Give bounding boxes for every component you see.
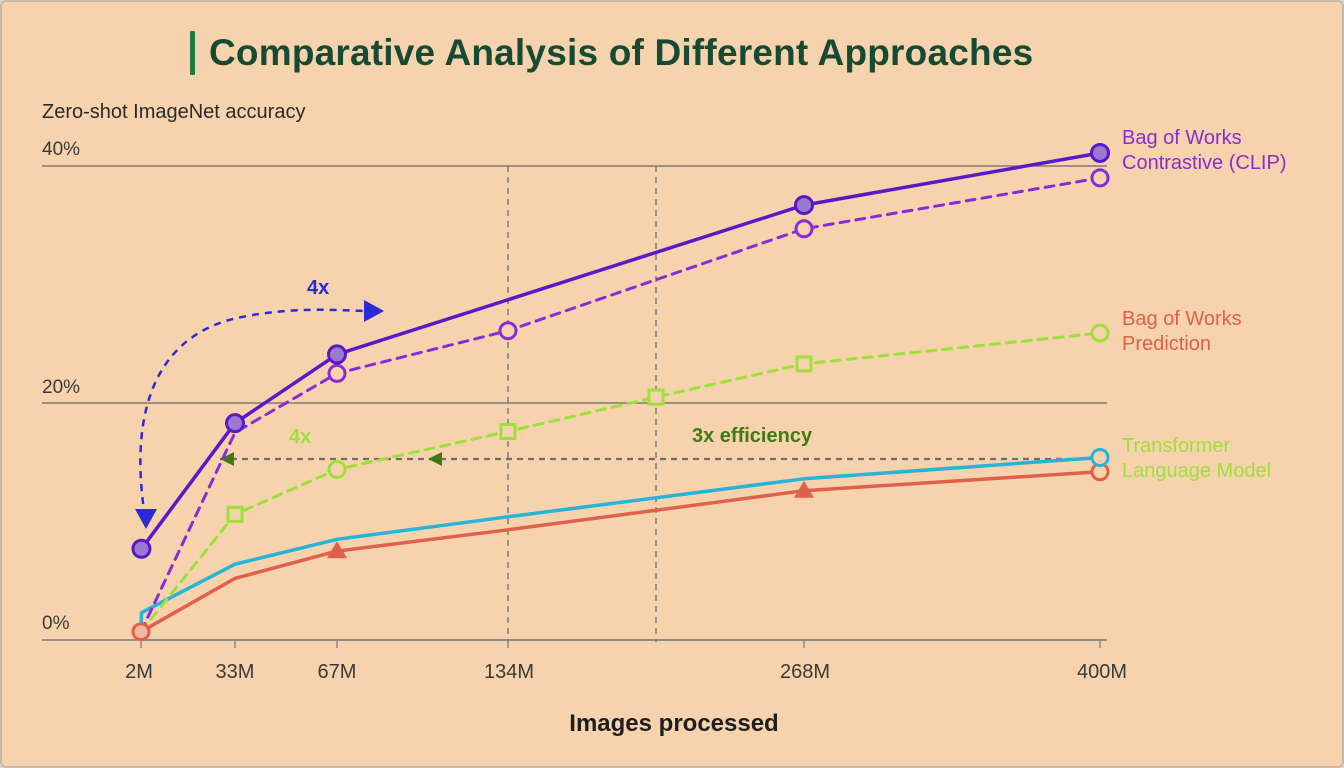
x-tick-label: 2M xyxy=(125,661,153,683)
annotation-4x-green: 4x xyxy=(289,426,312,448)
x-tick-label: 67M xyxy=(317,661,357,683)
efficiency-arrowhead-mid xyxy=(428,452,442,466)
legend-line: Contrastive (CLIP) xyxy=(1122,152,1287,174)
x-tick-label: 400M xyxy=(1076,661,1128,683)
chart-title: Comparative Analysis of Different Approa… xyxy=(209,32,1034,73)
series-line-clip xyxy=(139,151,1102,551)
title-block: Comparative Analysis of Different Approa… xyxy=(190,30,1033,76)
data-point-clip xyxy=(225,413,245,434)
data-point-clip xyxy=(131,538,152,559)
data-point-transformer-cyan xyxy=(1090,448,1110,468)
data-point-bow-prediction xyxy=(647,388,665,406)
data-point-clip xyxy=(794,195,814,216)
legend-line: Bag of Works xyxy=(1122,308,1242,330)
legend-line: Bag of Works xyxy=(1122,127,1242,149)
data-point-bow-prediction xyxy=(795,355,813,373)
title-accent-bar xyxy=(190,31,195,75)
legend-line: Prediction xyxy=(1122,333,1211,355)
annotation-4x-blue: 4x xyxy=(307,277,330,299)
data-point-bow-contrastive xyxy=(498,321,518,341)
data-point-clip xyxy=(1090,142,1110,163)
data-point-transformer-red xyxy=(794,480,814,498)
data-point-bow-contrastive xyxy=(327,363,347,383)
series-line-transformer-red xyxy=(139,469,1102,634)
x-tick-label: 134M xyxy=(483,661,535,683)
data-point-bow-contrastive xyxy=(794,219,814,239)
data-point-bow-prediction xyxy=(1090,323,1110,343)
legend-entry-bow-contrastive: Bag of Works Contrastive (CLIP) xyxy=(1122,126,1287,176)
annotation-3x-efficiency: 3x efficiency xyxy=(692,425,813,447)
series-line-bow-contrastive xyxy=(139,176,1102,634)
legend-line: Transformer xyxy=(1122,435,1231,457)
series-line-transformer-cyan xyxy=(139,455,1102,634)
data-point-clip xyxy=(327,344,347,365)
x-tick-label: 268M xyxy=(779,661,831,683)
legend-entry-bow-prediction: Bag of Works Prediction xyxy=(1122,307,1242,357)
legend-entry-transformer: Transformer Language Model xyxy=(1122,434,1271,484)
data-point-origin xyxy=(131,622,151,642)
x-tick-label: 33M xyxy=(215,661,255,683)
x-axis-label: Images processed xyxy=(569,710,779,737)
y-tick-label: 20% xyxy=(42,377,81,398)
annotation-arrow-4x xyxy=(139,308,368,518)
data-point-bow-prediction xyxy=(226,505,244,523)
data-point-transformer-red xyxy=(327,541,347,559)
annotation-arrowhead-down xyxy=(135,509,157,529)
y-tick-label: 0% xyxy=(42,613,70,634)
efficiency-arrowhead-left xyxy=(220,452,234,466)
y-tick-label: 40% xyxy=(42,139,81,160)
data-point-bow-contrastive xyxy=(1090,168,1110,188)
annotation-arrowhead-right xyxy=(364,300,384,322)
legend-line: Language Model xyxy=(1122,460,1272,482)
data-point-bow-prediction xyxy=(499,422,517,440)
data-point-bow-prediction xyxy=(327,459,347,479)
y-axis-label: Zero-shot ImageNet accuracy xyxy=(42,101,306,123)
